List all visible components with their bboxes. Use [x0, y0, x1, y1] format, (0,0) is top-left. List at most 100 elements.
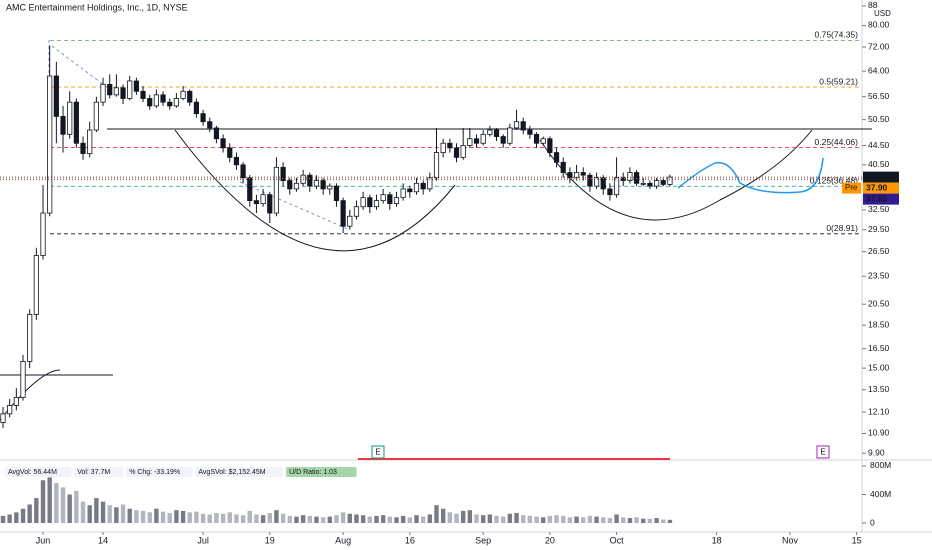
stat-label: Vol: 37.7M	[77, 469, 110, 476]
volume-bar	[407, 517, 413, 524]
volume-bar	[147, 512, 152, 524]
candle-body	[240, 164, 246, 179]
candle-body	[460, 145, 466, 158]
volume-bar	[487, 514, 493, 524]
candle-body	[513, 121, 520, 129]
volume-bar	[40, 480, 46, 524]
candle-body	[280, 166, 286, 181]
volume-bar	[534, 516, 539, 524]
x-tick-label: Jun	[36, 535, 51, 545]
candle-body	[293, 182, 300, 190]
volume-bar	[340, 512, 346, 524]
volume-bar	[220, 513, 226, 524]
price-tag	[863, 182, 899, 194]
volume-bar	[614, 514, 619, 524]
candle-body	[367, 197, 373, 208]
price-tag-label: 38.14	[866, 171, 888, 181]
event-label: E	[820, 448, 825, 457]
stat-box	[195, 467, 284, 477]
candle-body	[607, 188, 613, 196]
volume-bar	[454, 513, 459, 524]
volume-bar	[174, 510, 179, 524]
projection-curve	[677, 157, 824, 194]
candle-body	[427, 177, 433, 190]
candle-body	[100, 83, 106, 103]
stat-label: AvgSVol: $2,152.45M	[198, 469, 265, 476]
volume-bar	[114, 507, 119, 524]
x-tick-label: Sep	[475, 535, 491, 545]
volume-bar	[80, 501, 86, 524]
y-tick-label: 32.50	[868, 204, 890, 214]
candle-body	[500, 136, 506, 144]
candle-body	[47, 75, 53, 214]
price-tag-label: 37.90	[866, 182, 888, 192]
volume-bar	[641, 518, 646, 524]
stat-label: AvgVol: 56.44M	[8, 469, 57, 476]
volume-bar	[207, 514, 212, 524]
fib-label: 0.25(44.06)	[815, 137, 859, 147]
volume-bar	[0, 515, 6, 524]
stat-box	[286, 467, 357, 477]
volume-bar	[634, 517, 639, 524]
volume-bar	[74, 490, 79, 524]
stat-label: % Chg: -33.19%	[129, 469, 180, 476]
candle-body	[180, 90, 186, 99]
volume-bar	[287, 515, 292, 524]
y-tick-label: 29.50	[868, 224, 890, 234]
volume-bar	[94, 498, 99, 524]
volume-bar	[480, 515, 486, 524]
event-label: E	[375, 448, 380, 457]
candle-body	[413, 182, 420, 193]
candle-body	[627, 172, 633, 181]
volume-bar	[314, 516, 319, 524]
candle-body	[307, 174, 313, 187]
volume-bar	[320, 517, 326, 524]
volume-bar	[280, 513, 286, 524]
x-tick-label: 15	[852, 535, 862, 545]
volume-bar	[607, 518, 613, 524]
candle-body	[107, 83, 113, 96]
volume-bar	[60, 487, 66, 524]
candle-body	[147, 98, 153, 107]
candle-body	[573, 172, 580, 179]
volume-bar	[214, 513, 219, 524]
volume-bar	[414, 515, 419, 524]
candle-body	[253, 200, 260, 205]
x-tick-label: 18	[712, 535, 722, 545]
event-marker	[371, 445, 385, 459]
candle-body	[0, 413, 6, 423]
candle-body	[467, 138, 473, 146]
candle-body	[213, 127, 220, 140]
volume-bar	[347, 513, 353, 524]
volume-bar	[240, 515, 246, 524]
volume-bar	[140, 510, 146, 524]
volume-bar	[500, 516, 506, 524]
candle-body	[567, 172, 573, 179]
volume-bar	[234, 514, 239, 524]
candle-body	[613, 177, 620, 196]
volume-bar	[427, 514, 433, 524]
candle-body	[520, 121, 526, 131]
fib-label: 0(28.91)	[826, 223, 858, 233]
volume-bar	[507, 513, 513, 524]
volume-bar	[387, 516, 393, 524]
y-tick-label: 13.50	[868, 384, 890, 394]
y-tick-label: 80.00	[868, 20, 890, 30]
volume-bar	[120, 504, 126, 524]
candle-body	[273, 166, 280, 214]
cup-curve	[539, 129, 813, 221]
volume-bar	[581, 517, 586, 524]
volume-bar	[300, 515, 306, 524]
volume-tick-label: 400M	[870, 489, 891, 499]
y-tick-label: 16.50	[868, 343, 890, 353]
candle-body	[433, 152, 440, 179]
candle-body	[440, 142, 446, 153]
x-tick-label: 16	[405, 535, 415, 545]
volume-bar	[394, 517, 399, 524]
candle-body	[560, 161, 566, 173]
candle-body	[40, 212, 46, 256]
stat-box	[5, 467, 72, 477]
y-tick-label: 15.00	[868, 362, 890, 372]
y-tick-label: 88	[868, 0, 878, 10]
